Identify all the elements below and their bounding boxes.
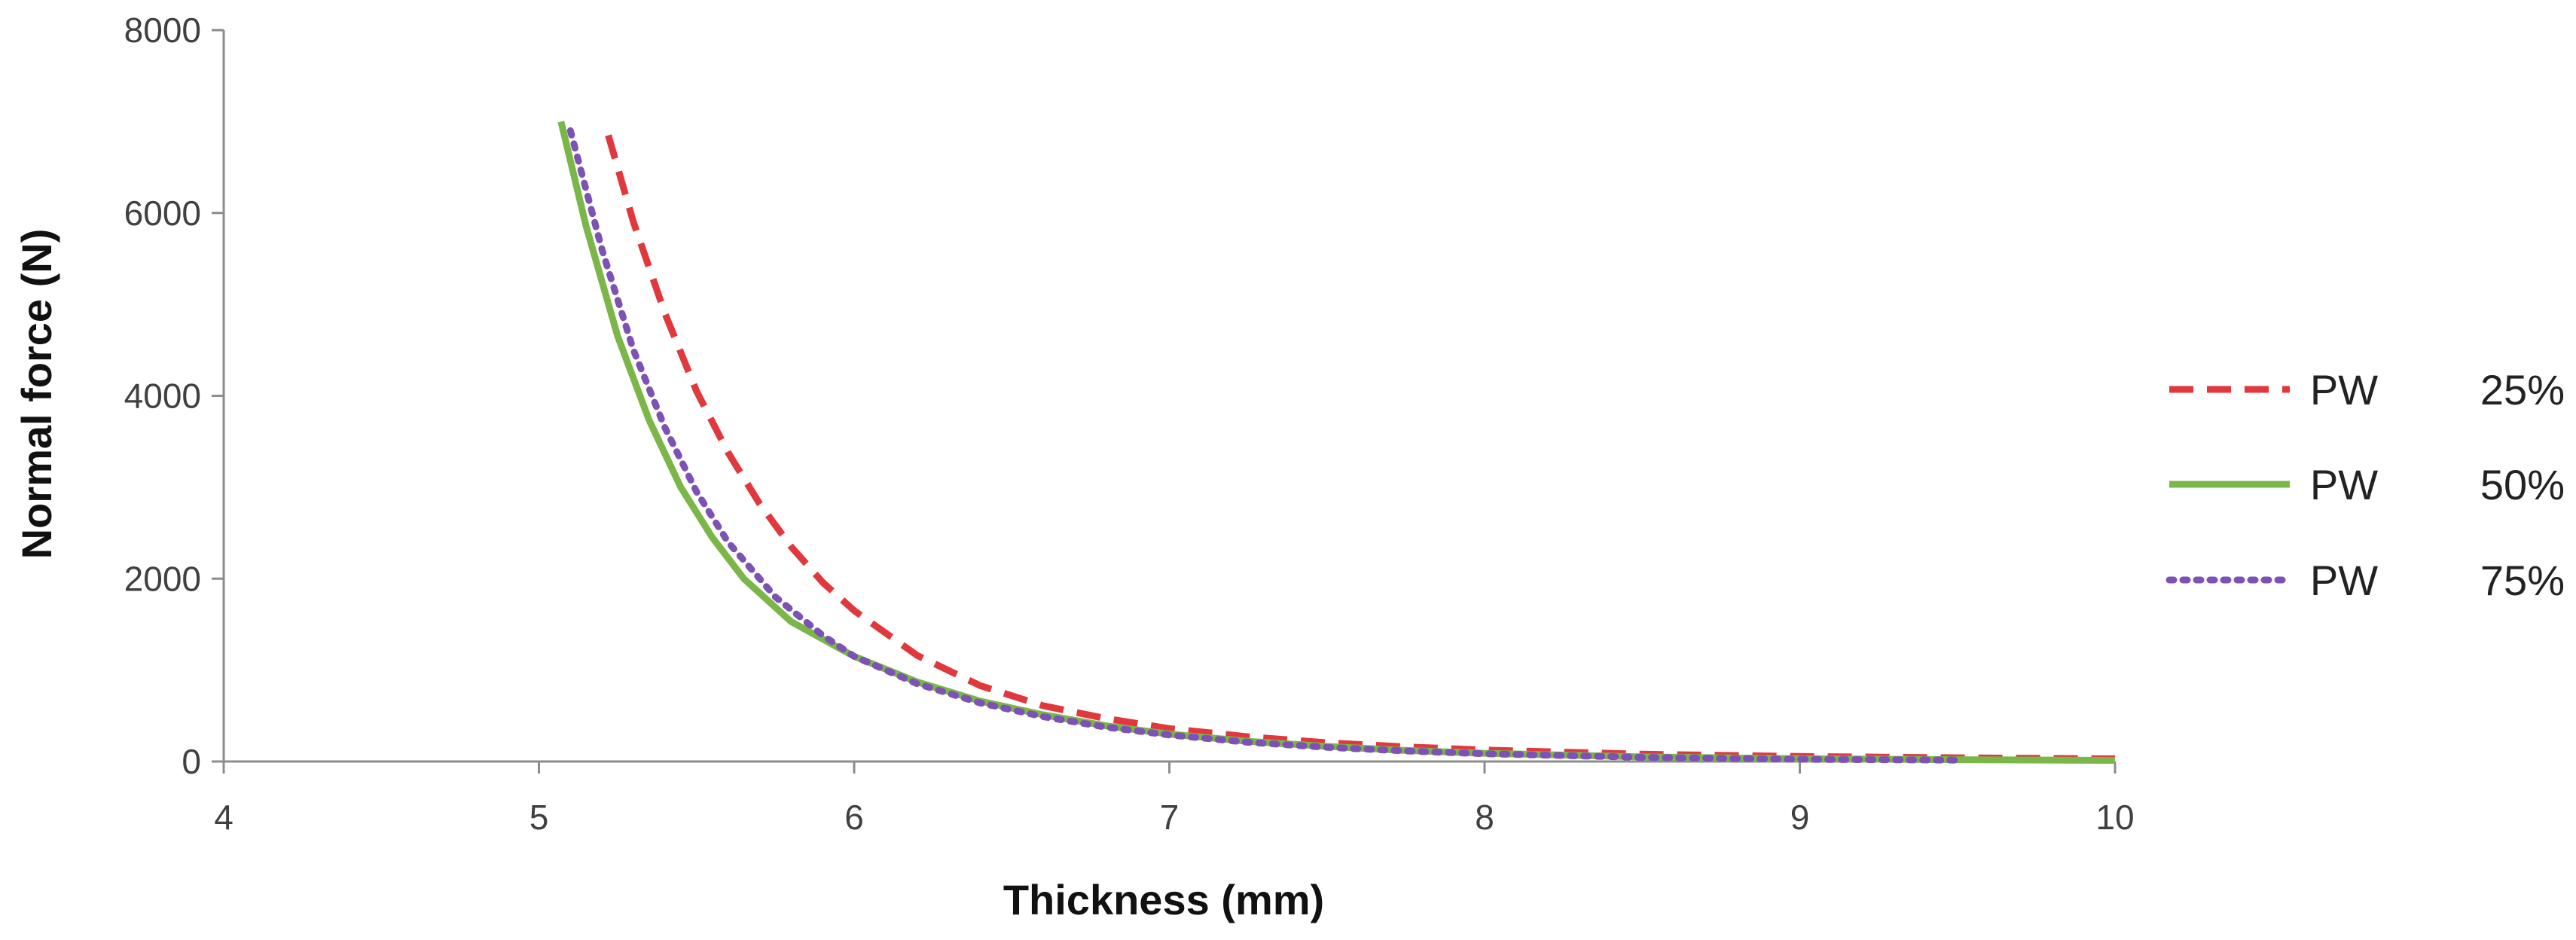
legend-label-pw-50: PW bbox=[2310, 461, 2378, 508]
series-line-50 bbox=[557, 121, 2116, 764]
tick-labels: 0 2000 4000 6000 8000 4 5 6 7 8 9 10 bbox=[124, 11, 2135, 837]
legend-label-pw-25: PW bbox=[2310, 366, 2378, 414]
series-line-75 bbox=[566, 127, 1961, 764]
series-line-25 bbox=[605, 134, 2116, 762]
x-tick-label: 8 bbox=[1475, 798, 1494, 837]
legend-pct-pw-50: 50% bbox=[2480, 461, 2565, 508]
x-tick-label: 4 bbox=[214, 798, 233, 837]
legend-label-pw-75: PW bbox=[2310, 557, 2378, 604]
x-tick-label: 10 bbox=[2095, 798, 2134, 837]
legend-item-pw-25: PW 25% bbox=[2169, 366, 2565, 414]
legend-item-pw-50: PW 50% bbox=[2169, 461, 2565, 508]
legend: PW 25% PW 50% PW 75% bbox=[2165, 366, 2565, 604]
x-tick-label: 7 bbox=[1160, 798, 1180, 837]
y-axis-title: Normal force (N) bbox=[13, 229, 60, 560]
legend-pct-pw-75: 75% bbox=[2480, 557, 2565, 604]
x-axis-title: Thickness (mm) bbox=[1003, 876, 1324, 923]
y-tick-label: 6000 bbox=[124, 194, 201, 233]
x-tick-label: 9 bbox=[1790, 798, 1810, 837]
series-lines bbox=[557, 121, 2116, 764]
y-tick-label: 0 bbox=[182, 742, 201, 781]
x-tick-label: 6 bbox=[844, 798, 864, 837]
legend-pct-pw-25: 25% bbox=[2480, 366, 2565, 414]
legend-item-pw-75: PW 75% bbox=[2165, 557, 2565, 604]
y-tick-label: 8000 bbox=[124, 11, 201, 50]
x-tick-label: 5 bbox=[530, 798, 549, 837]
y-tick-label: 4000 bbox=[124, 377, 201, 416]
y-tick-label: 2000 bbox=[124, 559, 201, 598]
axes bbox=[212, 29, 2117, 774]
